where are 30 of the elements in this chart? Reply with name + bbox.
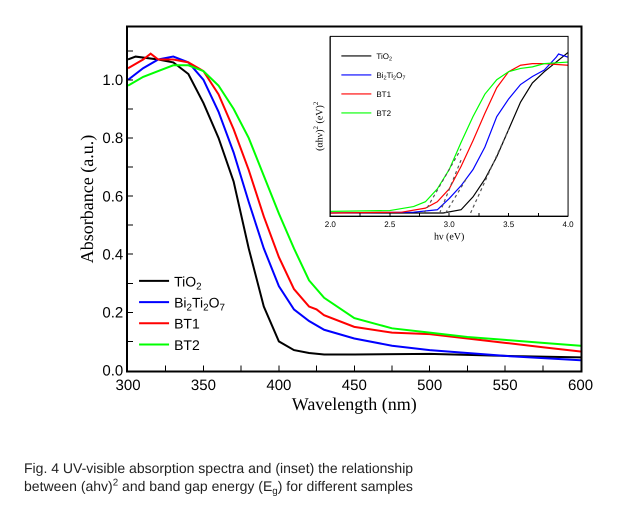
legend-label: BT1: [174, 316, 200, 332]
y-tick-label: 0.2: [102, 304, 124, 322]
legend-label: TiO$_{2}$: [376, 52, 392, 63]
legend-label: Bi$_{2}$Ti$_{2}$O$_{7}$: [376, 71, 406, 82]
caption: Fig. 4 UV-visible absorption spectra and (inset) the relationship between (ahv)$^{2}$ and band gap energy (E$_{g}$) for different samples: [24, 460, 414, 498]
y-axis-title: Absorbance (a.u.): [77, 134, 98, 264]
legend-label: Bi$_{2}$Ti$_{2}$O$_{7}$: [174, 294, 225, 314]
legend-label: TiO$_{2}$: [174, 273, 202, 292]
y-tick-label: 0.0: [102, 362, 124, 380]
x-tick-label: 2.5: [384, 220, 396, 229]
x-tick-label: 400: [266, 377, 292, 394]
legend-label: BT2: [174, 336, 200, 353]
x-tick-label: 2.0: [324, 220, 336, 229]
x-tick-label: 3.0: [444, 220, 456, 229]
x-tick-label: 350: [190, 377, 216, 394]
y-tick-label: 0.8: [102, 130, 124, 148]
x-tick-label: 500: [417, 377, 442, 394]
y-tick-label: 0.6: [102, 188, 124, 206]
x-axis-title: hν (eV): [434, 231, 464, 242]
x-tick-label: 600: [568, 377, 594, 394]
y-tick-label: 1.0: [102, 72, 124, 90]
x-tick-label: 4.0: [562, 220, 574, 229]
legend-label: BT2: [376, 109, 392, 118]
x-tick-label: 3.5: [503, 220, 515, 229]
x-tick-label: 300: [116, 377, 141, 394]
x-tick-label: 550: [492, 377, 518, 394]
x-axis-title: Wavelength (nm): [292, 394, 417, 414]
y-tick-label: 0.4: [102, 246, 124, 264]
x-tick-label: 450: [342, 377, 367, 394]
legend-label: BT1: [376, 90, 392, 100]
